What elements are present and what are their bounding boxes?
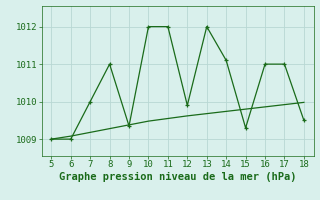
X-axis label: Graphe pression niveau de la mer (hPa): Graphe pression niveau de la mer (hPa): [59, 172, 296, 182]
